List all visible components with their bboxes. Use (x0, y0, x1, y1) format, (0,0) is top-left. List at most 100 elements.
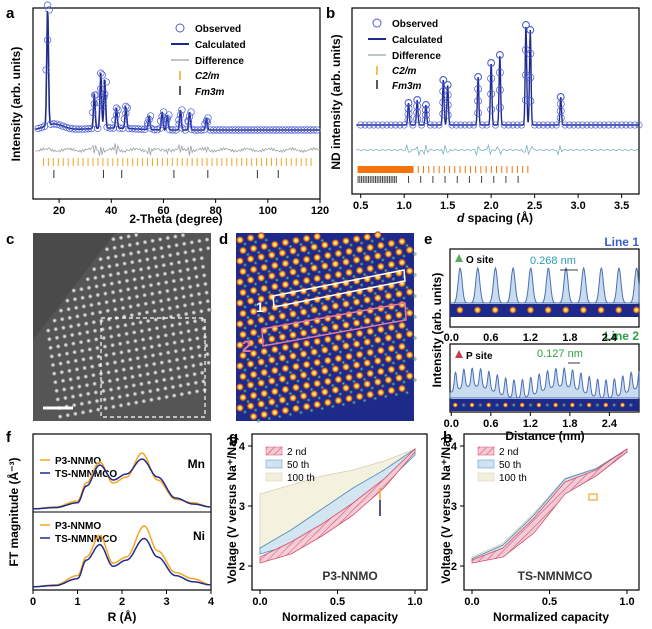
panel-e: e Line 1 Line 2 Intensity (arb. units) O… (424, 231, 641, 443)
colored-atom (373, 356, 382, 366)
x-axis-label-e: Distance (nm) (505, 429, 584, 443)
atom-column (133, 232, 140, 238)
y-tick-label: 2 (239, 561, 245, 573)
panel-label-d: d (219, 231, 228, 248)
strip-atom (597, 306, 606, 314)
colored-atom (363, 379, 372, 389)
colored-atom (246, 380, 255, 390)
colored-atom (373, 230, 382, 240)
legend-b: Observed Calculated Difference C2/m Fm3m (368, 18, 443, 92)
colored-atom-minor (369, 364, 375, 370)
atom-column (160, 368, 166, 375)
atom-column (175, 365, 182, 372)
colored-atom-minor (295, 294, 301, 300)
colored-atom-minor (242, 241, 248, 247)
atom-column (101, 396, 108, 403)
colored-atom (405, 329, 414, 339)
atom-column (68, 385, 75, 391)
colored-atom (352, 318, 361, 328)
observed-point-a (102, 78, 110, 86)
atom-column (130, 382, 137, 389)
colorized-atom-columns (235, 230, 418, 424)
colored-atom-minor (242, 283, 248, 289)
strip-atom (614, 306, 623, 314)
atom-column (114, 323, 121, 330)
atom-column (82, 312, 88, 318)
colored-atom (260, 410, 269, 419)
atom-column (173, 295, 180, 302)
x-ticks-e: 0.0 0.6 1.2 1.8 2.4 0.0 0.6 1.2 1.8 2.4 (444, 332, 618, 430)
atom-column (184, 319, 191, 326)
atom-column (190, 309, 197, 316)
atom-column (186, 389, 193, 396)
colored-atom-minor (306, 250, 312, 256)
strip-atom (552, 402, 559, 408)
atom-column (169, 269, 176, 276)
observed-point-a (122, 102, 130, 111)
atom-column (191, 256, 198, 263)
atom-column (155, 333, 162, 340)
atom-column (171, 392, 178, 399)
colored-atom-minor (401, 358, 407, 364)
colored-atom (238, 246, 248, 255)
observed-point-b (404, 115, 413, 124)
strip-atom (526, 306, 535, 314)
atom-column (156, 289, 163, 296)
atom-column (60, 324, 67, 331)
observed-point-a (101, 90, 109, 98)
legend-50th-h: 50 th (499, 460, 521, 471)
observed-point-b (548, 121, 556, 129)
colored-atom (334, 375, 343, 384)
ticks-g: 0.0 0.5 1.0 2 3 4 (239, 441, 423, 608)
atom-column (156, 342, 163, 349)
atom-column (102, 290, 109, 297)
colored-atom (355, 245, 364, 254)
observed-point-a (100, 93, 108, 101)
colored-atom (376, 241, 385, 250)
colored-atom-minor (337, 244, 343, 250)
atom-column (91, 380, 98, 387)
colored-atom-minor (412, 335, 418, 341)
colored-atom-minor (390, 381, 396, 387)
colored-atom-minor (327, 267, 333, 273)
observed-point-b (565, 121, 573, 129)
observed-point-a (112, 111, 121, 119)
calculated-curve-a (35, 11, 320, 131)
colored-atom (387, 344, 396, 353)
atom-column (132, 338, 139, 344)
strip-atom (460, 402, 467, 408)
colored-atom-minor (348, 242, 354, 248)
colored-atom-minor (412, 314, 418, 320)
colored-atom (387, 239, 396, 248)
colored-atom-minor (348, 284, 354, 290)
observed-point-a (43, 36, 52, 44)
legend-ts-top: TS-NMNMCO (55, 469, 117, 480)
colored-atom-minor (306, 313, 312, 319)
x-tick-label: 2 (119, 596, 125, 608)
colored-atom (310, 263, 319, 273)
panel-label-e: e (424, 231, 432, 248)
ft-curve-p3-nnmo (33, 452, 212, 510)
atom-column (144, 256, 151, 263)
atom-column (100, 335, 107, 341)
atom-column (166, 358, 173, 365)
atom-column (94, 398, 100, 404)
y-tick-label: 3 (239, 501, 245, 513)
atom-column (197, 299, 204, 306)
colored-atom-minor (359, 303, 365, 309)
x-tick-label: 1.5 (440, 200, 455, 212)
element-ni: Ni (193, 529, 205, 543)
atom-column (150, 246, 157, 253)
atom-column (160, 262, 167, 269)
observed-point-b (592, 121, 600, 129)
atom-column (64, 412, 71, 419)
atom-column (84, 382, 90, 389)
atom-column (51, 370, 58, 377)
voltage-area-2nd (259, 448, 416, 564)
colored-atom-minor (242, 262, 248, 268)
atom-column (172, 348, 179, 355)
atom-column (117, 287, 124, 294)
atom-column (163, 394, 170, 400)
observed-point-a (165, 111, 173, 119)
observed-point-b (443, 101, 452, 109)
